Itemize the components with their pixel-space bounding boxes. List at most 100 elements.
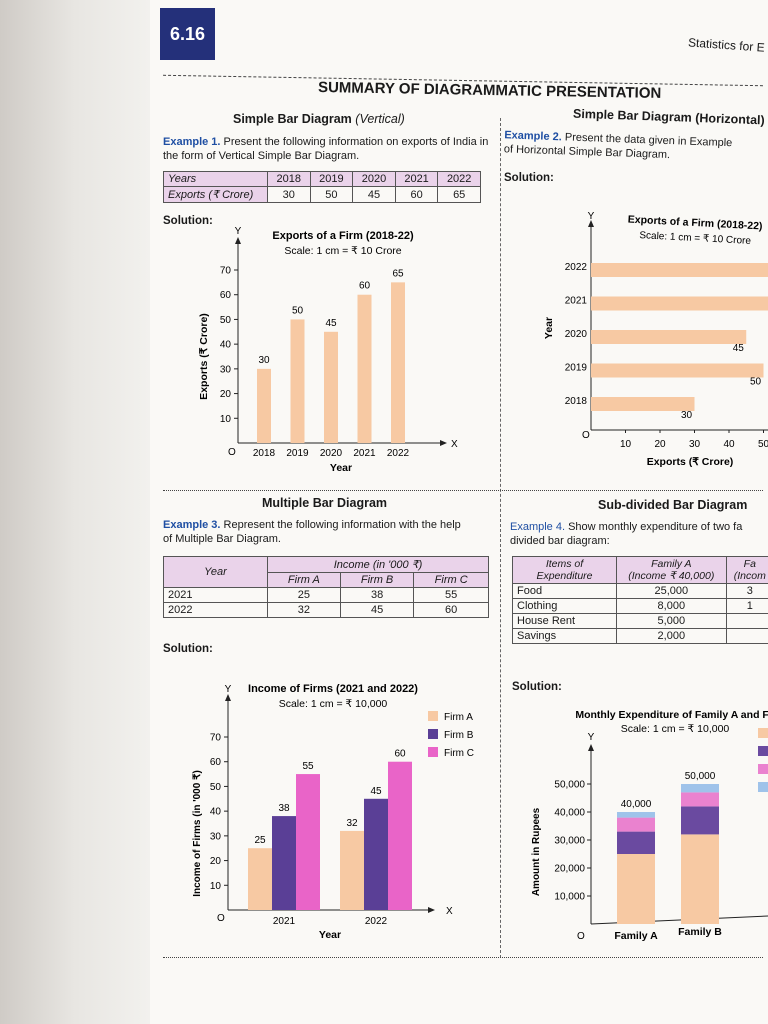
- s1-year-cell: 2022: [437, 171, 481, 187]
- chart2-y-letter: Y: [588, 211, 595, 222]
- s4-cell: 5,000: [616, 613, 727, 629]
- chart1-y-tick-label: 50: [220, 315, 232, 326]
- s1-value-cell: 45: [352, 186, 396, 203]
- chart4-total-label: 50,000: [685, 771, 716, 782]
- s1-example-text: Present the following information on exp…: [163, 136, 489, 162]
- chart4-y-tick-label: 30,000: [554, 836, 585, 847]
- chart3-legend-swatch: [428, 747, 438, 757]
- chart4-bar-segment: [681, 834, 719, 924]
- s4-family-b-1: Fa: [743, 558, 756, 570]
- s3-example-text1: Represent the following information with…: [223, 519, 461, 531]
- chart1-bar: [324, 331, 338, 443]
- s3-col-header: Firm C: [413, 572, 489, 588]
- chart2-subtitle: Scale: 1 cm = ₹ 10 Crore: [639, 230, 752, 247]
- s1-example-label: Example 1.: [163, 136, 221, 148]
- chart3-bar-label: 45: [370, 786, 382, 797]
- chart4-bar-segment: [681, 806, 719, 835]
- s1-year-cell: 2020: [352, 171, 396, 187]
- chart4-ylabel: Amount in Rupees: [531, 807, 542, 896]
- chart2-x-tick-label: 10: [620, 439, 632, 450]
- chart1-y-tick-label: 70: [220, 266, 232, 277]
- chart4-y-tick-label: 20,000: [554, 864, 585, 875]
- s1-value-cell: 60: [394, 186, 439, 203]
- s4-cell: [725, 628, 768, 644]
- s4-example: Example 4. Show monthly expenditure of t…: [510, 520, 742, 548]
- chart2-bar: [591, 397, 695, 411]
- s4-item: House Rent: [512, 613, 617, 629]
- s1-year-cell: 2021: [394, 171, 439, 187]
- s3-income-header: Income (in '000 ₹): [267, 556, 489, 573]
- chart3-bar-label: 55: [302, 761, 314, 772]
- s3-cell: 45: [339, 602, 415, 618]
- chart3-y-arrow: [225, 694, 231, 701]
- chart1-y-tick-label: 20: [220, 389, 232, 400]
- chart1-bar: [357, 294, 372, 443]
- chart3-bar: [364, 798, 388, 910]
- s3-heading: Multiple Bar Diagram: [262, 496, 388, 510]
- chart4-legend-swatch: [758, 746, 768, 756]
- chart2-xlabel: Exports (₹ Crore): [647, 456, 734, 468]
- chart1-bar: [391, 282, 405, 443]
- chart3-y-tick-label: 50: [210, 782, 222, 793]
- chart2-x-tick-label: 30: [689, 439, 701, 450]
- chart2-y-tick-label: 2018: [565, 396, 588, 407]
- chart3-origin: O: [217, 913, 225, 924]
- chart3-bar: [272, 816, 296, 910]
- s1-heading: Simple Bar Diagram (Vertical): [233, 112, 405, 126]
- chart1-y-tick-label: 40: [220, 340, 232, 351]
- s3-col-header: Firm A: [267, 572, 341, 588]
- chart2-x-tick-label: 20: [654, 439, 666, 450]
- chart3-bar-label: 25: [254, 835, 266, 846]
- s4-family-a-1: Family A: [651, 558, 692, 570]
- s1-year-cell: 2018: [267, 171, 311, 187]
- chart1-y-tick-label: 60: [220, 290, 232, 301]
- s4-solution: Solution:: [512, 681, 562, 693]
- chart1-ylabel: Exports (₹ Crore): [198, 313, 210, 400]
- s1-exports-label: Exports (₹ Crore): [163, 186, 268, 203]
- s1-value-cell: 65: [437, 186, 481, 203]
- chart1-subtitle: Scale: 1 cm = ₹ 10 Crore: [284, 245, 401, 257]
- chart4-y-tick-label: 10,000: [554, 892, 585, 903]
- chart1-bar-label: 30: [258, 355, 270, 366]
- chart4-bar-segment: [617, 831, 655, 854]
- chart1-title: Exports of a Firm (2018-22): [272, 230, 414, 242]
- chart4-bar-segment: [681, 784, 719, 793]
- s4-example-text1: Show monthly expenditure of two fa: [568, 521, 743, 533]
- chart-horizontal-bar: Exports of a Firm (2018-22)Scale: 1 cm =…: [543, 211, 768, 468]
- s4-items-header: Items of Expenditure: [512, 556, 617, 584]
- chart2-bar: [591, 330, 747, 344]
- chart1-bar-label: 65: [392, 268, 404, 279]
- chart3-legend-swatch: [428, 729, 438, 739]
- chart3-y-tick-label: 30: [210, 831, 222, 842]
- chart3-bar-label: 60: [394, 749, 406, 760]
- chart4-y-tick-label: 50,000: [554, 780, 585, 791]
- chart2-bar-label: 45: [733, 343, 745, 354]
- chart3-bar-label: 32: [346, 818, 358, 829]
- s4-item: Savings: [512, 628, 617, 644]
- chart3-x-tick-label: 2021: [273, 916, 296, 927]
- book-gutter-shadow: [0, 0, 150, 1024]
- chart3-bar-label: 38: [278, 803, 290, 814]
- s4-example-label: Example 4.: [510, 521, 566, 533]
- chart1-y-tick-label: 10: [220, 414, 232, 425]
- chart3-y-tick-label: 10: [210, 881, 222, 892]
- chart2-bar-label: 50: [750, 377, 762, 388]
- s3-example-text2: of Multiple Bar Diagram.: [163, 533, 281, 545]
- s4-family-a-2: (Income ₹ 40,000): [628, 570, 715, 582]
- s4-cell: 1: [725, 598, 768, 614]
- s2-example-label: Example 2.: [504, 129, 562, 144]
- chart3-subtitle: Scale: 1 cm = ₹ 10,000: [279, 698, 388, 710]
- s4-cell: 2,000: [616, 628, 727, 644]
- chart1-bar-label: 60: [359, 281, 371, 292]
- chart1-x-tick-label: 2020: [320, 448, 343, 459]
- chart1-bar-label: 45: [325, 318, 337, 329]
- chart2-y-tick-label: 2021: [565, 296, 588, 307]
- chart3-y-letter: Y: [225, 684, 232, 695]
- chart3-title: Income of Firms (2021 and 2022): [248, 683, 418, 695]
- s1-table: Years 2018 2019 2020 2021 2022 Exports (…: [163, 171, 481, 203]
- s4-item: Clothing: [512, 598, 617, 614]
- chart2-origin: O: [582, 430, 590, 441]
- chart1-xlabel: Year: [330, 462, 352, 474]
- s3-cell: 55: [413, 587, 489, 603]
- chart1-y-letter: Y: [235, 226, 242, 237]
